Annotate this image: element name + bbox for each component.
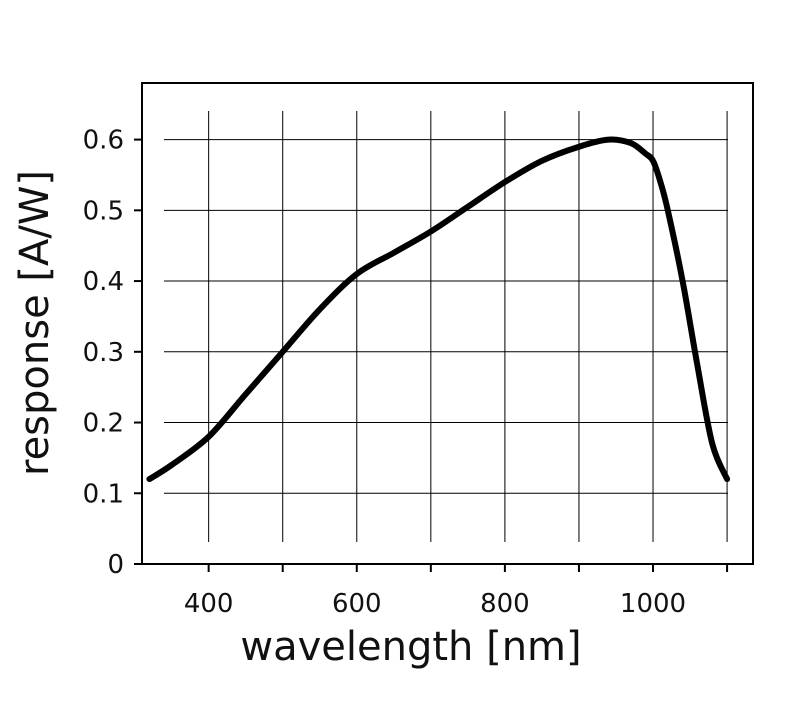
grid — [164, 111, 728, 542]
plot-background — [142, 83, 753, 564]
x-tick-label: 600 — [332, 589, 382, 619]
y-tick-label: 0.6 — [83, 126, 124, 156]
y-tick-label: 0.5 — [83, 196, 124, 226]
y-axis-label: response [A/W] — [12, 170, 58, 476]
x-axis-ticks: 400 600 800 1000 — [184, 564, 729, 619]
x-axis-label: wavelength [nm] — [240, 624, 581, 670]
y-tick-label: 0.2 — [83, 409, 124, 439]
x-tick-label: 1000 — [620, 589, 686, 619]
x-tick-label: 800 — [480, 589, 530, 619]
x-tick-label: 400 — [184, 589, 234, 619]
plot-frame — [141, 82, 754, 565]
series — [146, 136, 731, 483]
series-line — [146, 136, 731, 483]
y-tick-label: 0.4 — [83, 267, 124, 297]
y-tick-label: 0.1 — [83, 479, 124, 509]
y-tick-label: 0.3 — [83, 338, 124, 368]
y-tick-label: 0 — [107, 550, 124, 580]
y-axis-ticks: 0 0.1 0.2 0.3 0.4 0.5 0.6 — [83, 126, 142, 580]
